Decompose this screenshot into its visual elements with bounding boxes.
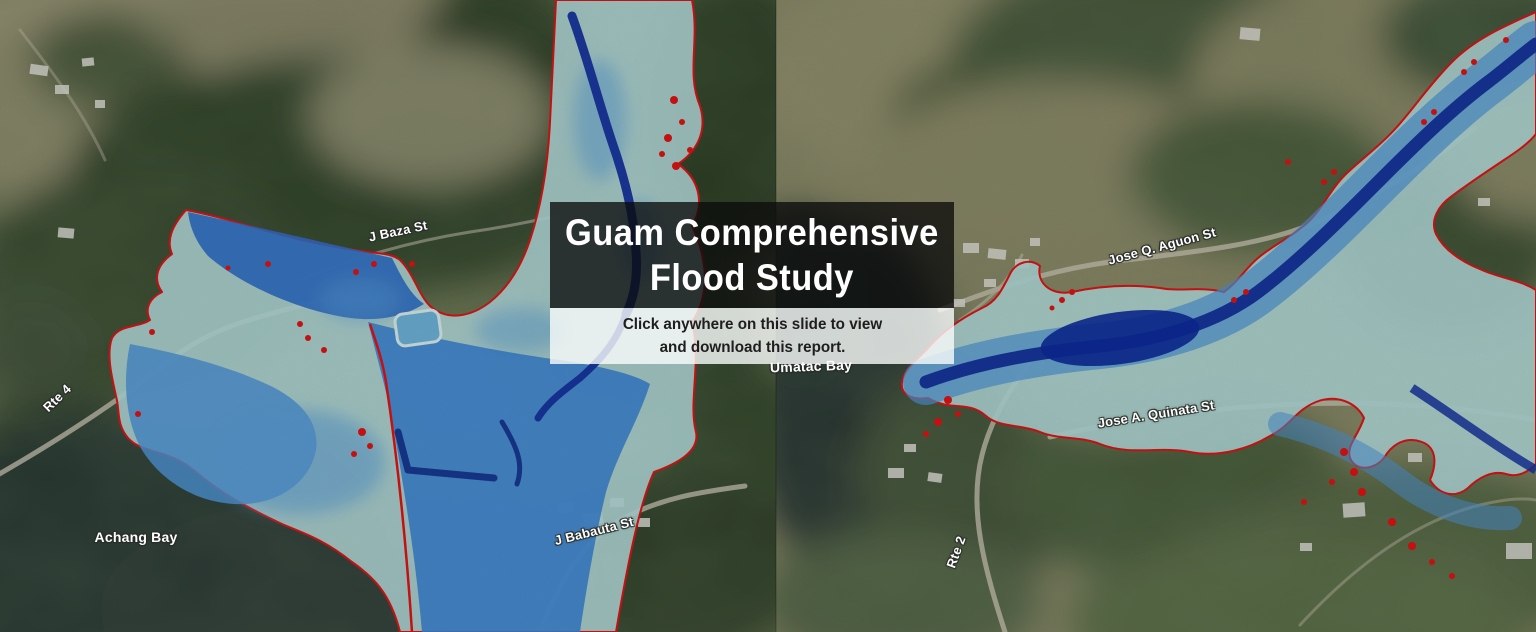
slide-subtitle: Click anywhere on this slide to view and… <box>622 315 882 356</box>
slide-subtitle-panel: Click anywhere on this slide to view and… <box>550 308 954 364</box>
map-label-achang-bay: Achang Bay <box>94 529 178 545</box>
slide-title: Guam Comprehensive Flood Study <box>565 211 939 298</box>
slide-title-panel: Guam Comprehensive Flood Study <box>550 202 954 308</box>
